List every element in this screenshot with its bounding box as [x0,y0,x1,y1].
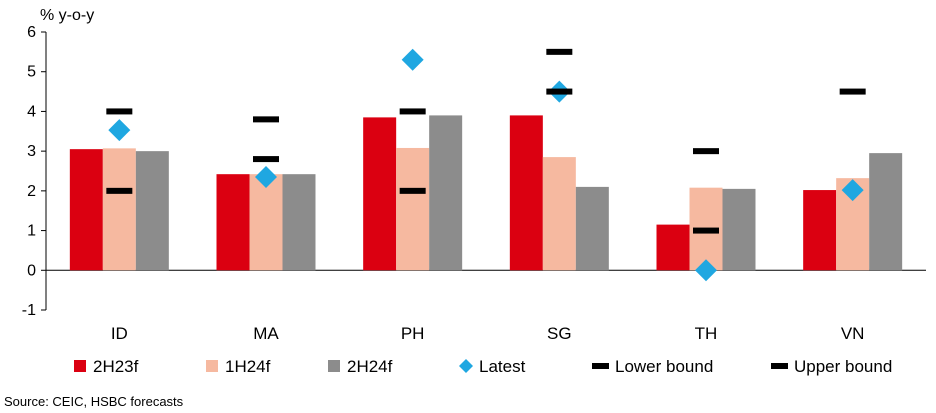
upper-bound-dash [693,148,719,155]
lower-bound-dash [399,187,426,194]
bar-2h23f [216,174,250,271]
bar-2h23f [363,117,397,271]
x-tick-label: ID [111,324,128,343]
y-tick-label: 6 [27,24,36,41]
bar-1h24f [542,157,576,271]
bar-2h24f [429,115,463,271]
legend-swatch-latest [459,359,473,373]
bar-2h24f [135,151,169,271]
legend-swatch-1h24f [206,360,218,372]
bar-2h24f [575,186,609,271]
y-tick-label: 5 [27,64,36,81]
latest-marker [401,48,424,71]
latest-marker [841,179,864,202]
legend: 2H23f 1H24f 2H24f Latest Lower bound Upper bo… [74,357,892,376]
lower-bound-dash [693,227,719,234]
legend-label: Lower bound [615,357,713,376]
bar-1h24f [396,147,430,271]
x-tick-label: MA [253,324,279,343]
lower-bound-dash [253,156,279,163]
bar-2h23f [803,190,837,271]
bar-2h23f [509,115,543,271]
bar-1h24f [102,148,136,271]
bar-1h24f [249,174,283,271]
x-tick-label: PH [401,324,425,343]
upper-bound-dash [839,88,866,95]
legend-label: 1H24f [225,357,271,376]
y-axis-unit-label: % y-o-y [40,7,94,24]
y-tick-label: 2 [27,183,36,200]
y-tick-label: -1 [22,302,36,319]
bar-2h23f [656,224,690,271]
legend-swatch-upper-bound [771,363,788,369]
upper-bound-dash [546,48,573,55]
upper-bound-dash [106,108,133,115]
bar-2h23f [69,149,103,271]
y-tick-label: 0 [27,262,36,279]
upper-bound-dash [399,108,426,115]
legend-label: Latest [479,357,526,376]
x-tick-label: TH [695,324,718,343]
legend-label: 2H23f [93,357,139,376]
x-tick-label: VN [841,324,865,343]
lower-bound-dash [106,187,133,194]
y-tick-label: 4 [27,103,36,120]
upper-bound-dash [253,116,279,123]
legend-swatch-2h23f [74,360,86,372]
lower-bound-dash [546,88,573,95]
legend-label: 2H24f [347,357,393,376]
x-tick-label: SG [547,324,572,343]
plot-area: -1 0 1 2 3 4 5 6 ID MA PH SG TH VN [22,24,926,343]
legend-swatch-lower-bound [592,363,609,369]
bar-2h24f [282,174,316,271]
bar-2h24f [869,153,903,271]
source-note: Source: CEIC, HSBC forecasts [4,394,184,409]
legend-swatch-2h24f [328,360,340,372]
y-tick-label: 3 [27,143,36,160]
bar-2h24f [722,188,756,271]
latest-marker [255,165,277,188]
latest-marker [695,259,717,282]
latest-marker [108,119,131,142]
y-tick-label: 1 [27,223,36,240]
legend-label: Upper bound [794,357,892,376]
